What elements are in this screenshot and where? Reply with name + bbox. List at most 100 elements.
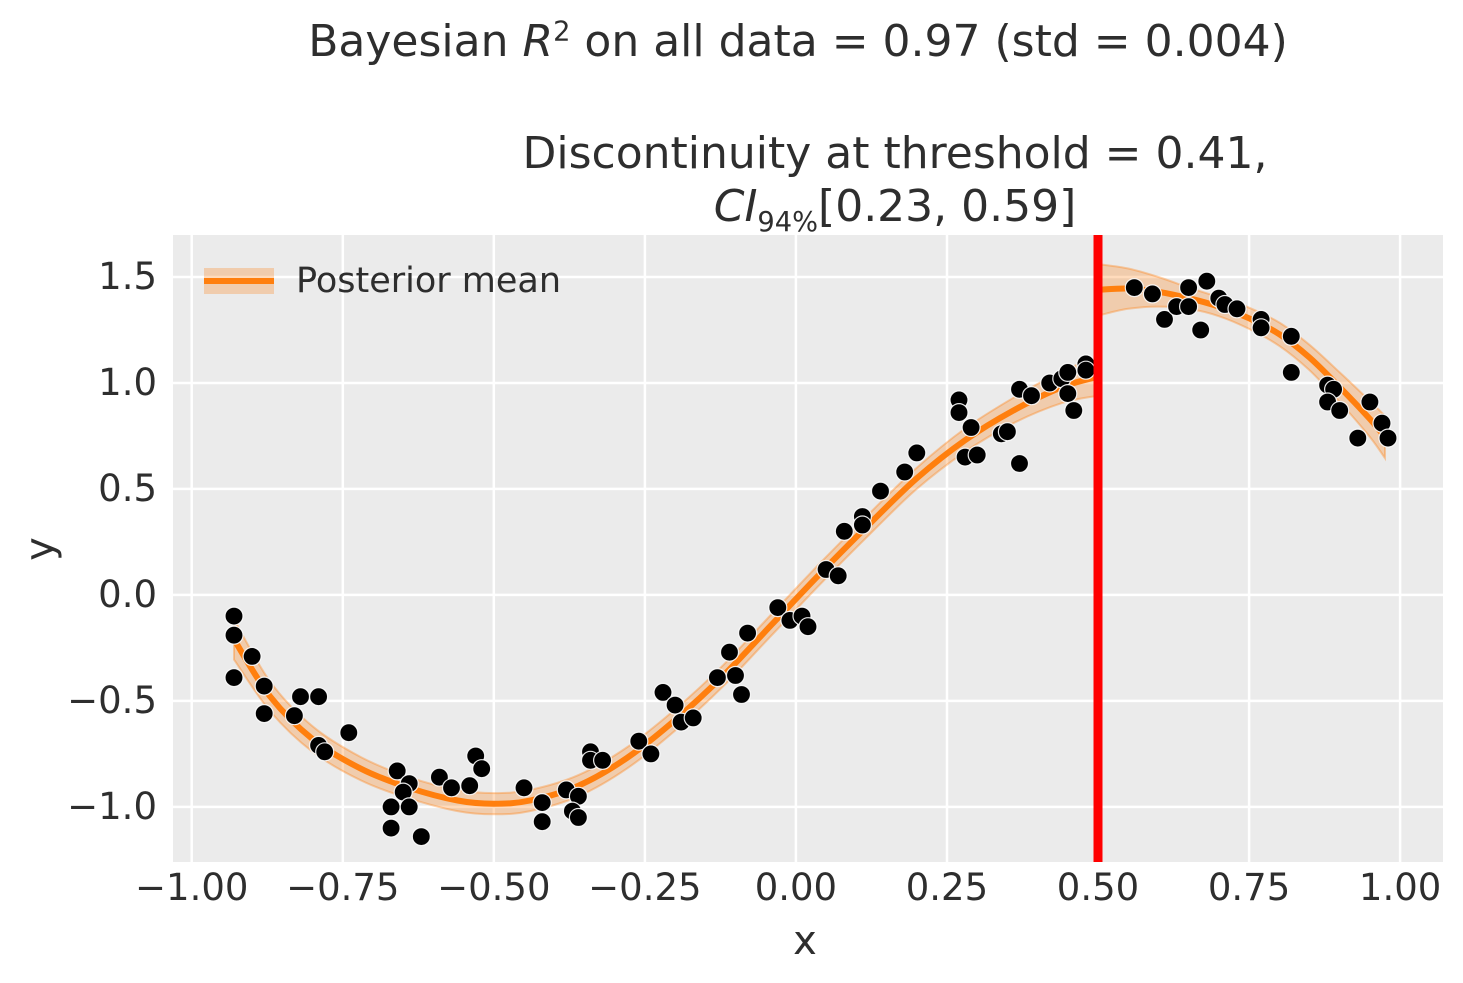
y-tick-label: −0.5 xyxy=(67,678,157,722)
y-tick-label: 0.0 xyxy=(98,572,157,616)
scatter-point xyxy=(242,646,262,666)
x-axis-label: x xyxy=(793,918,817,964)
y-tick-label: 1.5 xyxy=(98,254,157,298)
y-tick-label: −1.0 xyxy=(67,784,157,828)
scatter-point xyxy=(1058,362,1078,382)
y-tick-label: 0.5 xyxy=(98,466,157,510)
x-tick-label: −0.50 xyxy=(437,866,551,909)
scatter-point xyxy=(1348,428,1368,448)
scatter-point xyxy=(828,566,848,586)
scatter-point xyxy=(683,708,703,728)
x-tick-label: 0.75 xyxy=(1207,866,1291,909)
scatter-point xyxy=(411,826,431,847)
scatter-point xyxy=(339,723,359,743)
scatter-point xyxy=(1227,299,1247,319)
scatter-point xyxy=(224,625,244,645)
scatter-point xyxy=(1191,320,1211,340)
x-tick-label: −0.25 xyxy=(588,866,702,909)
scatter-point xyxy=(1178,277,1199,298)
scatter-point xyxy=(870,481,891,501)
scatter-point xyxy=(907,443,927,463)
posterior-mean-curve xyxy=(231,373,1101,807)
ci-symbol: CI xyxy=(713,180,758,232)
ci-interval: [0.23, 0.59] xyxy=(818,180,1077,232)
scatter-point xyxy=(315,742,335,762)
legend-swatch xyxy=(204,268,274,294)
figure-title: Bayesian R2 on all data = 0.97 (std = 0.… xyxy=(308,16,1288,67)
legend-label: Posterior mean xyxy=(296,261,562,301)
scatter-point xyxy=(1378,428,1398,448)
scatter-point xyxy=(309,687,329,707)
scatter-point xyxy=(1124,277,1144,298)
scatter-point xyxy=(472,759,492,779)
scatter-point xyxy=(798,617,818,637)
title-prefix: Bayesian xyxy=(308,16,523,67)
scatter-point xyxy=(1281,326,1301,346)
scatter-point xyxy=(387,761,407,781)
legend: Posterior mean xyxy=(204,261,561,301)
scatter-point xyxy=(1360,392,1380,412)
scatter-point xyxy=(725,665,746,686)
scatter-point xyxy=(1058,384,1078,404)
scatter-point xyxy=(593,750,613,770)
scatter-point xyxy=(1142,284,1163,304)
title-suffix: on all data = 0.97 (std = 0.004) xyxy=(570,16,1288,67)
axes-title-line2: CI94%[0.23, 0.59] xyxy=(523,181,1268,240)
scatter-point xyxy=(949,403,969,423)
scatter-point xyxy=(961,417,981,438)
x-tick-label: 0.25 xyxy=(905,866,989,909)
scatter-point xyxy=(381,797,401,817)
scatter-point xyxy=(532,792,552,813)
scatter-point xyxy=(719,642,740,662)
x-tick-label: 1.00 xyxy=(1358,866,1442,909)
scatter-point xyxy=(224,668,244,688)
scatter-point xyxy=(1021,386,1042,406)
scatter-point xyxy=(1154,309,1175,330)
scatter-point xyxy=(399,797,419,817)
scatter-point xyxy=(1009,453,1030,474)
scatter-point xyxy=(737,623,758,643)
plot-area xyxy=(173,235,1443,862)
scatter-point xyxy=(441,778,462,798)
scatter-point xyxy=(1281,362,1301,382)
scatter-point xyxy=(967,445,987,465)
title-r-symbol: R xyxy=(522,16,554,67)
axes-title-line1: Discontinuity at threshold = 0.41, xyxy=(522,128,1268,179)
plot-background xyxy=(173,235,1443,862)
scatter-point xyxy=(641,744,661,764)
scatter-point xyxy=(895,462,915,482)
x-tick-label: 0.50 xyxy=(1056,866,1140,909)
scatter-point xyxy=(1076,360,1096,380)
scatter-point xyxy=(568,807,588,828)
scatter-point xyxy=(852,515,873,535)
scatter-point xyxy=(290,687,311,707)
scatter-point xyxy=(1330,400,1350,421)
x-tick-label: −1.00 xyxy=(135,866,249,909)
scatter-point xyxy=(731,684,752,705)
ci-subscript: 94% xyxy=(757,206,819,238)
x-tick-label: 0.00 xyxy=(754,866,838,909)
scatter-point xyxy=(284,706,305,726)
scatter-point xyxy=(224,606,244,626)
plot-wrap xyxy=(173,235,1443,862)
posterior-mean-line-sample xyxy=(204,278,274,284)
scatter-point xyxy=(514,778,534,798)
scatter-point xyxy=(1178,296,1199,317)
y-tick-label: 1.0 xyxy=(98,360,157,404)
scatter-point xyxy=(1251,318,1271,338)
scatter-point xyxy=(1197,271,1217,291)
scatter-point xyxy=(429,767,449,787)
scatter-point xyxy=(629,731,649,751)
scatter-point xyxy=(665,695,685,715)
scatter-point xyxy=(834,521,854,541)
x-tick-label: −0.75 xyxy=(286,866,400,909)
scatter-point xyxy=(532,812,552,832)
title-exponent: 2 xyxy=(553,16,571,48)
scatter-point xyxy=(768,598,788,618)
scatter-point xyxy=(707,668,728,688)
axes-title: Discontinuity at threshold = 0.41, CI94%… xyxy=(523,128,1268,239)
scatter-point xyxy=(254,676,274,696)
scatter-point xyxy=(254,704,274,724)
scatter-point xyxy=(1064,400,1084,421)
